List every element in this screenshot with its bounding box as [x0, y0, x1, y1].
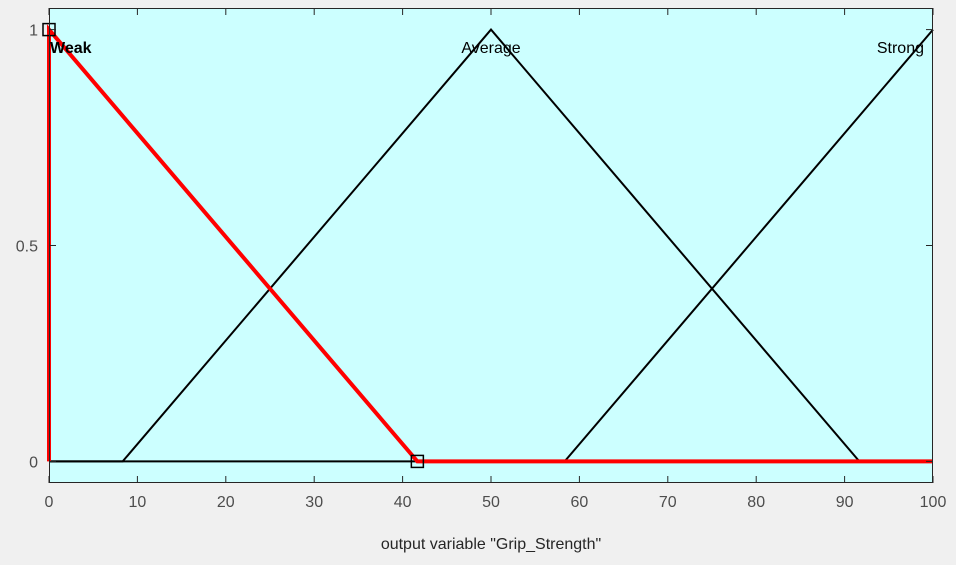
mf-label-weak: Weak — [50, 40, 92, 57]
x-tick-label: 80 — [747, 494, 765, 511]
x-tick-label: 20 — [217, 494, 235, 511]
mf-label-layer: Weak Average Strong — [50, 40, 924, 57]
mf-label-strong: Strong — [877, 40, 924, 57]
y-tick-label: 1 — [29, 23, 38, 40]
y-tick-label: 0.5 — [16, 239, 38, 256]
x-tick-label: 50 — [482, 494, 500, 511]
x-tick-label: 90 — [836, 494, 854, 511]
mf-drag-handle-weak[interactable] — [410, 454, 425, 469]
y-tick-label: 0 — [29, 454, 38, 471]
x-tick-label: 40 — [394, 494, 412, 511]
x-tick-label: 70 — [659, 494, 677, 511]
x-tick-label: 10 — [129, 494, 147, 511]
x-tick-label: 0 — [45, 494, 54, 511]
x-tick-label: 100 — [920, 494, 947, 511]
mf-label-average: Average — [461, 40, 520, 57]
tick-layer: 0 10 20 30 40 50 60 70 80 90 100 0 0.5 1 — [16, 8, 947, 511]
plot-area[interactable] — [49, 8, 933, 483]
x-tick-label: 30 — [305, 494, 323, 511]
x-axis-label: output variable "Grip_Strength" — [381, 536, 601, 553]
x-tick-label: 60 — [571, 494, 589, 511]
